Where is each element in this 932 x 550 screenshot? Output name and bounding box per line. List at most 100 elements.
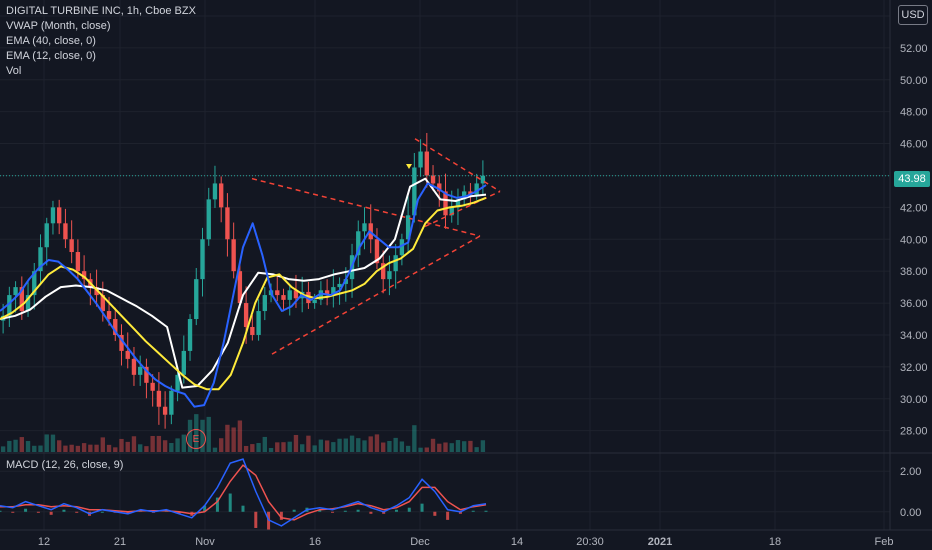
candle-body bbox=[455, 199, 461, 208]
macd-histogram-bar bbox=[471, 510, 475, 512]
macd-histogram-bar bbox=[0, 510, 2, 512]
volume-bar bbox=[306, 435, 311, 452]
candle-body bbox=[19, 287, 24, 312]
earnings-marker[interactable]: E bbox=[186, 429, 206, 449]
chart-legend: DIGITAL TURBINE INC, 1h, Cboe BZX VWAP (… bbox=[6, 4, 196, 79]
candle-body bbox=[424, 151, 429, 176]
macd-histogram-bar bbox=[100, 511, 104, 513]
macd-histogram-bar bbox=[241, 505, 245, 512]
time-tick-label: Feb bbox=[875, 536, 894, 548]
volume-bar bbox=[7, 440, 12, 452]
price-tick-label: 46.00 bbox=[900, 139, 928, 151]
macd-histogram-bar bbox=[331, 511, 335, 513]
price-tick-label: 28.00 bbox=[900, 426, 928, 438]
volume-bar bbox=[69, 444, 74, 452]
time-tick-label: 18 bbox=[769, 536, 781, 548]
ema12-line bbox=[0, 182, 487, 408]
triangle-pattern-lines bbox=[251, 138, 501, 355]
indicator-lines bbox=[0, 175, 890, 408]
macd-histogram-bar bbox=[49, 511, 53, 515]
candle-body bbox=[144, 366, 149, 383]
candle-body bbox=[81, 271, 87, 280]
volume-bar bbox=[324, 440, 330, 452]
time-tick-label: 21 bbox=[114, 536, 126, 548]
candle-body bbox=[106, 311, 112, 320]
macd-legend[interactable]: MACD (12, 26, close, 9) bbox=[6, 459, 124, 471]
candle-body bbox=[275, 290, 280, 296]
macd-histogram-bar bbox=[215, 497, 219, 512]
volume-bar bbox=[162, 440, 168, 452]
macd-histogram-bar bbox=[382, 511, 386, 514]
volume-bar bbox=[387, 440, 392, 452]
macd-histogram-bar bbox=[433, 511, 437, 516]
indicator-vwap-label[interactable]: VWAP (Month, close) bbox=[6, 20, 111, 32]
candle-body bbox=[318, 290, 324, 300]
support-line-outer bbox=[271, 235, 481, 355]
indicator-volume-label[interactable]: Vol bbox=[6, 65, 22, 77]
macd-histogram-bar bbox=[62, 509, 66, 512]
macd-histogram-bar bbox=[420, 503, 424, 512]
volume-bar bbox=[356, 438, 361, 452]
volume-bar bbox=[480, 440, 486, 452]
candle-body bbox=[125, 350, 130, 359]
volume-bar bbox=[449, 443, 454, 452]
volume-bar bbox=[88, 444, 93, 452]
support-line-inner bbox=[424, 190, 501, 228]
candle-body bbox=[399, 239, 405, 256]
candle-body bbox=[480, 175, 486, 184]
price-tick-label: 50.00 bbox=[900, 75, 928, 87]
volume-bar bbox=[287, 441, 292, 452]
macd-histogram-bar bbox=[356, 509, 360, 512]
candle-body bbox=[393, 255, 398, 272]
price-tick-label: 36.00 bbox=[900, 298, 928, 310]
macd-histogram-bar bbox=[254, 511, 258, 528]
volume-bar bbox=[25, 441, 31, 452]
macd-histogram-bar bbox=[343, 510, 347, 512]
price-tick-label: 34.00 bbox=[900, 330, 928, 342]
volume-bar bbox=[374, 434, 380, 452]
volume-bar bbox=[312, 445, 317, 452]
volume-bar bbox=[381, 442, 386, 452]
candle-body bbox=[169, 390, 174, 415]
ema40-line bbox=[0, 196, 487, 391]
volume-bar bbox=[19, 437, 24, 452]
candle-body bbox=[206, 199, 211, 240]
volume-bar bbox=[219, 438, 224, 452]
macd-tick-label: 2.00 bbox=[900, 466, 921, 478]
volume-bar bbox=[94, 444, 99, 452]
volume-bar bbox=[443, 442, 448, 452]
volume-bar bbox=[50, 434, 56, 452]
candle-body bbox=[468, 191, 473, 195]
candle-body bbox=[462, 191, 467, 200]
volume-bar bbox=[44, 434, 49, 452]
candle-body bbox=[331, 287, 336, 296]
macd-histogram-bar bbox=[484, 510, 488, 512]
time-tick-label: 16 bbox=[309, 536, 321, 548]
candle-body bbox=[57, 207, 62, 224]
candle-body bbox=[250, 326, 255, 335]
macd-histogram-bar bbox=[126, 511, 130, 514]
candle-body bbox=[119, 334, 124, 351]
time-tick-label: 2021 bbox=[648, 536, 672, 548]
volume-bar bbox=[331, 442, 336, 452]
signal-marker bbox=[406, 164, 412, 169]
volume-bar bbox=[0, 446, 6, 452]
macd-histogram-bar bbox=[24, 508, 28, 512]
symbol-title[interactable]: DIGITAL TURBINE INC, 1h, Cboe BZX bbox=[6, 5, 196, 17]
macd-histogram-bar bbox=[292, 509, 296, 512]
volume-bar bbox=[474, 447, 479, 452]
indicator-ema12-label[interactable]: EMA (12, close, 0) bbox=[6, 50, 96, 62]
volume-bar bbox=[462, 441, 467, 452]
macd-signal-line bbox=[0, 464, 487, 521]
volume-bar bbox=[175, 438, 180, 452]
volume-bar bbox=[256, 443, 261, 452]
volume-bar bbox=[75, 445, 81, 452]
volume-bar bbox=[156, 435, 162, 452]
indicator-ema40-label[interactable]: EMA (40, close, 0) bbox=[6, 35, 96, 47]
currency-button[interactable]: USD bbox=[898, 5, 928, 25]
volume-bar bbox=[113, 447, 118, 452]
volume-bar bbox=[250, 444, 255, 452]
candle-body bbox=[293, 290, 299, 299]
